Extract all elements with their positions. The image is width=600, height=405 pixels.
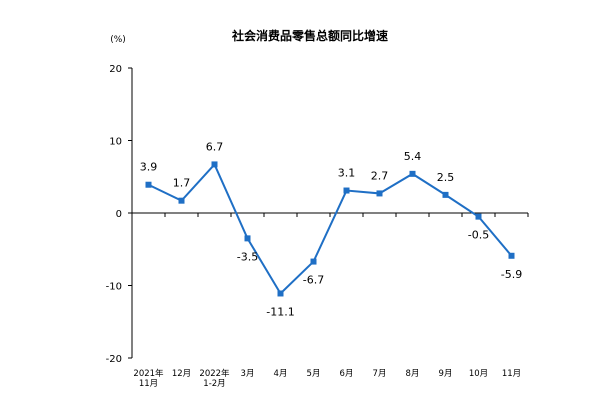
data-label: -6.7 <box>303 274 324 287</box>
x-tick-label-line: 1-2月 <box>203 379 225 389</box>
x-tick-label: 8月 <box>406 369 420 379</box>
x-tick-label-line: 5月 <box>307 369 321 379</box>
x-tick-label-line: 3月 <box>241 369 255 379</box>
data-label: 5.4 <box>404 150 422 163</box>
y-tick-label: 0 <box>116 209 122 220</box>
x-tick-label-line: 2021年 <box>133 368 164 379</box>
y-axis-unit: (%) <box>110 35 126 45</box>
x-tick-label: 2022年 1-2月 <box>199 368 230 389</box>
x-tick-label: 6月 <box>340 369 354 379</box>
y-tick-label: 20 <box>109 64 122 75</box>
x-tick-label: 4月 <box>274 369 288 379</box>
chart-title: 社会消费品零售总额同比增速 <box>231 28 388 43</box>
x-tick-label: 11月 <box>502 369 521 379</box>
data-point <box>343 187 350 194</box>
data-label: -5.9 <box>501 268 522 281</box>
x-tick-label-line: 4月 <box>274 369 288 379</box>
data-point <box>475 213 482 220</box>
data-label: -0.5 <box>468 229 489 242</box>
x-tick-label-line: 9月 <box>439 369 453 379</box>
x-tick-label-line: 12月 <box>172 369 191 379</box>
data-label: -11.1 <box>266 305 294 318</box>
x-tick-label: 9月 <box>439 369 453 379</box>
data-point <box>508 252 515 259</box>
x-tick-label-line: 7月 <box>373 369 387 379</box>
x-tick-label-line: 10月 <box>469 369 488 379</box>
x-tick-label-line: 2022年 <box>199 368 230 379</box>
data-point <box>310 258 317 265</box>
x-tick-label: 3月 <box>241 369 255 379</box>
data-point <box>277 290 284 297</box>
data-label: -3.5 <box>237 250 258 263</box>
data-point <box>211 161 218 168</box>
data-point <box>409 170 416 177</box>
x-tick-label: 2021年 11月 <box>133 368 164 389</box>
data-point <box>178 197 185 204</box>
x-tick-label: 5月 <box>307 369 321 379</box>
x-tick-label: 12月 <box>172 369 191 379</box>
data-label: 3.1 <box>338 167 356 180</box>
x-tick-label-line: 6月 <box>340 369 354 379</box>
data-point <box>376 190 383 197</box>
y-tick-label: 10 <box>109 137 122 148</box>
data-point <box>145 181 152 188</box>
data-label: 1.7 <box>173 177 191 190</box>
data-point <box>442 191 449 198</box>
x-tick-label-line: 11月 <box>139 379 158 389</box>
x-tick-label: 7月 <box>373 369 387 379</box>
series-line <box>148 162 513 296</box>
x-tick-label-line: 11月 <box>502 369 521 379</box>
data-point <box>244 235 251 242</box>
data-label: 6.7 <box>206 140 224 153</box>
data-label: 2.7 <box>371 169 389 182</box>
x-tick-label-line: 8月 <box>406 369 420 379</box>
x-tick-label: 10月 <box>469 369 488 379</box>
data-label: 2.5 <box>437 171 455 184</box>
y-tick-label: -10 <box>106 282 122 293</box>
data-label: 3.9 <box>140 161 158 174</box>
y-tick-label: -20 <box>106 354 122 365</box>
